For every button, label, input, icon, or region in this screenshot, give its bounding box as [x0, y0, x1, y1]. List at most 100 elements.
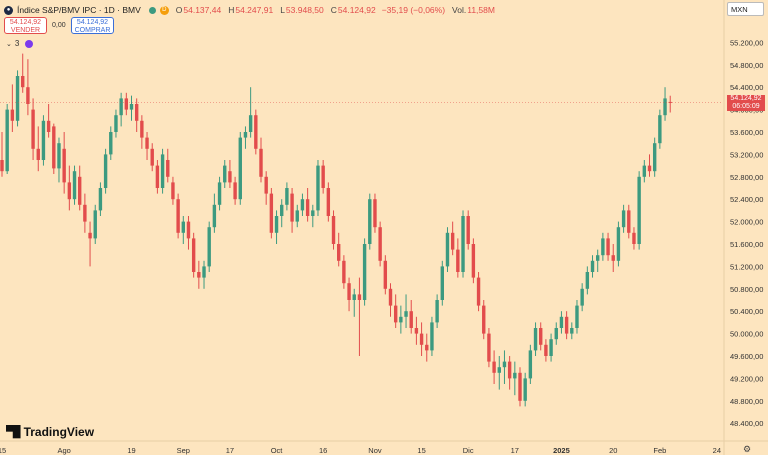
candle [326, 182, 331, 222]
symbol-title[interactable]: Índice S&P/BMV IPC · 1D · BMV [17, 5, 141, 15]
candle [492, 350, 496, 384]
candle [103, 148, 108, 194]
candle [611, 244, 615, 272]
volume-value: 11,58M [467, 5, 495, 15]
x-tick-label: Oct [271, 446, 284, 455]
candle [419, 322, 424, 356]
candle [497, 356, 501, 390]
candle [549, 333, 553, 362]
candle [181, 216, 185, 244]
candle [305, 188, 310, 222]
chart-header: ● Índice S&P/BMV IPC · 1D · BMV D O 54.13… [4, 3, 495, 17]
candle [10, 84, 15, 132]
x-tick-label: 24 [713, 446, 721, 455]
gear-icon[interactable]: ⚙ [743, 444, 752, 454]
candle [0, 132, 4, 177]
candle [627, 204, 631, 239]
indicators-toggle[interactable]: ⌄ 3 [6, 39, 34, 48]
candle [539, 322, 543, 351]
buy-button[interactable]: 54.124,92 COMPRAR [71, 17, 114, 34]
candle [559, 311, 564, 334]
y-tick-label: 54.800,00 [730, 61, 763, 70]
low-label: L [280, 5, 285, 15]
candle [321, 160, 325, 194]
candle [140, 115, 144, 149]
candle [295, 204, 299, 228]
candle [223, 160, 227, 188]
candle [616, 221, 621, 267]
candle [248, 87, 253, 138]
candle [378, 221, 382, 267]
y-tick-label: 49.200,00 [730, 374, 763, 383]
candle [471, 238, 476, 284]
candle [119, 92, 123, 127]
y-tick-label: 51.600,00 [730, 240, 763, 249]
y-tick-label: 52.400,00 [730, 195, 763, 204]
candle [487, 328, 491, 368]
candle [217, 176, 222, 211]
candle [150, 143, 154, 172]
candle [642, 160, 647, 183]
candle [197, 260, 201, 289]
candle [409, 300, 413, 334]
candle [570, 322, 574, 340]
candle [31, 98, 35, 160]
candle [186, 216, 191, 250]
y-tick-label: 54.400,00 [730, 83, 763, 92]
y-tick-label: 53.200,00 [730, 150, 763, 159]
y-tick-label: 50.000,00 [730, 330, 763, 339]
candle [129, 95, 134, 121]
indicator-icon[interactable] [25, 39, 34, 48]
candle [5, 104, 9, 174]
x-tick-label: 15 [0, 446, 6, 455]
x-tick-label: 2025 [553, 446, 570, 455]
brand-name: TradingView [23, 425, 95, 439]
candle [658, 109, 662, 149]
sell-button[interactable]: 54.124,92 VENDER [4, 17, 47, 34]
candle [228, 160, 232, 188]
x-tick-label: 17 [226, 446, 234, 455]
tradingview-logo[interactable]: ▀█ TradingView [6, 425, 94, 439]
candle [544, 339, 548, 362]
candle [590, 255, 595, 278]
candle [337, 232, 341, 267]
chevron-down-icon[interactable]: ⌄ [6, 40, 12, 48]
candle [440, 260, 444, 306]
x-tick-label: 19 [127, 446, 135, 455]
candle [466, 210, 470, 250]
candle [357, 277, 362, 356]
candle [145, 132, 149, 160]
candles-layer [0, 53, 722, 407]
candle [67, 165, 72, 211]
candle [368, 193, 372, 250]
candle [300, 193, 305, 216]
buy-price: 54.124,92 [76, 19, 109, 26]
candle [502, 350, 507, 384]
candle [533, 322, 538, 356]
y-tick-label: 48.800,00 [730, 397, 763, 406]
currency-selector[interactable]: MXN [727, 2, 764, 16]
candle [62, 132, 66, 194]
x-tick-label: Feb [653, 446, 666, 455]
candle [259, 137, 263, 183]
candle [114, 109, 118, 138]
candle [564, 311, 569, 340]
candle [88, 221, 92, 267]
close-value: 54.124,92 [337, 5, 376, 15]
y-tick-label: 49.600,00 [730, 352, 763, 361]
volume-label: Vol. [452, 5, 467, 15]
x-tick-label: 15 [417, 446, 425, 455]
candle [264, 171, 268, 205]
symbol-icon[interactable]: ● [4, 5, 13, 15]
candle [347, 277, 351, 312]
candle [342, 255, 346, 289]
candle [254, 109, 258, 155]
candle [52, 123, 56, 174]
spread-value: 0,00 [52, 22, 66, 29]
candle [461, 210, 465, 278]
candle [507, 356, 512, 390]
candle [243, 126, 248, 149]
candle [404, 294, 408, 328]
delayed-badge[interactable]: D [159, 5, 169, 15]
